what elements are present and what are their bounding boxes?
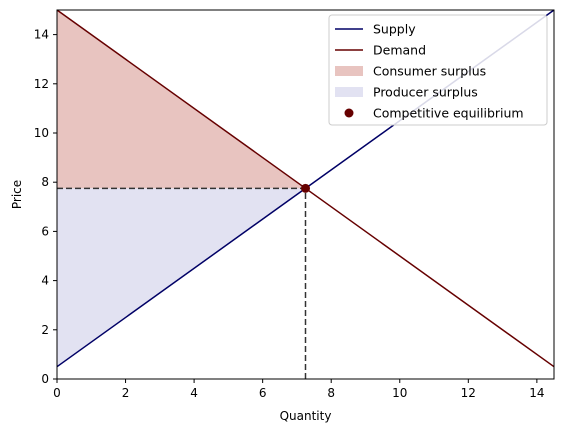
y-tick-label: 4 (41, 274, 49, 288)
x-tick-label: 4 (190, 386, 198, 400)
legend-competitive-equilibrium-label: Competitive equilibrium (373, 106, 524, 121)
y-axis-title: Price (10, 180, 24, 209)
legend-consumer-surplus-swatch (335, 66, 363, 76)
y-axis-ticks: 0 2 4 6 8 10 12 14 (34, 28, 57, 386)
x-tick-label: 12 (461, 386, 476, 400)
x-tick-label: 10 (392, 386, 407, 400)
legend-box (328, 14, 548, 126)
legend-producer-surplus-swatch (335, 87, 363, 97)
legend-competitive-equilibrium-swatch (344, 108, 354, 118)
competitive-equilibrium-point (301, 183, 310, 193)
x-tick-label: 8 (327, 386, 335, 400)
legend-consumer-surplus-label: Consumer surplus (373, 64, 486, 79)
legend-producer-surplus-label: Producer surplus (373, 85, 478, 100)
x-axis-title: Quantity (280, 409, 332, 423)
legend-supply-label: Supply (373, 22, 416, 37)
y-tick-label: 14 (34, 28, 49, 42)
x-tick-label: 2 (122, 386, 130, 400)
series-points (301, 183, 310, 193)
y-tick-label: 10 (34, 126, 49, 140)
x-tick-label: 14 (529, 386, 544, 400)
y-tick-label: 8 (41, 175, 49, 189)
legend-demand-label: Demand (373, 43, 426, 58)
reference-lines (57, 187, 307, 379)
y-tick-label: 6 (41, 224, 49, 238)
legend: Supply Demand Consumer surplus Producer sur… (328, 14, 548, 126)
y-tick-label: 0 (41, 372, 49, 386)
x-axis-ticks: 0 2 4 6 8 10 12 14 (53, 379, 545, 400)
y-tick-label: 2 (41, 323, 49, 337)
x-tick-label: 0 (53, 386, 61, 400)
x-tick-label: 6 (259, 386, 267, 400)
y-tick-label: 12 (34, 77, 49, 91)
plot-frame (56, 9, 555, 380)
